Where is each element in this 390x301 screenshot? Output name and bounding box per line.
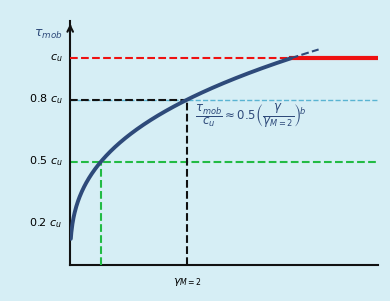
- Text: $\gamma_{M=2}$: $\gamma_{M=2}$: [173, 276, 202, 288]
- Text: $0.2\ \mathit{c}_u$: $0.2\ \mathit{c}_u$: [29, 217, 62, 231]
- Text: $\tau_{mob}$: $\tau_{mob}$: [34, 28, 62, 42]
- Text: $0.8\ \mathit{c}_u$: $0.8\ \mathit{c}_u$: [29, 93, 62, 107]
- Text: $\mathit{c}_u$: $\mathit{c}_u$: [50, 52, 62, 64]
- Text: $\dfrac{\tau_{mob}}{c_u} \approx 0.5\left(\dfrac{\gamma}{\gamma_{M=2}}\right)^{\: $\dfrac{\tau_{mob}}{c_u} \approx 0.5\lef…: [195, 102, 307, 130]
- Text: $0.5\ \mathit{c}_u$: $0.5\ \mathit{c}_u$: [28, 155, 62, 169]
